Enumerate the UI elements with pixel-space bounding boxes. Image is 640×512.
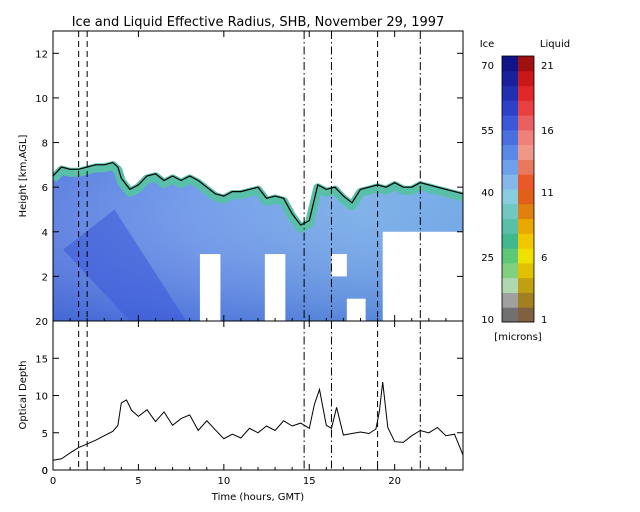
cloud-top-contour — [53, 161, 463, 226]
colorbar-liquid-swatch — [518, 248, 534, 264]
colorbar-liquid-swatch — [518, 218, 534, 234]
colorbar-ice-swatch — [502, 56, 518, 72]
colorbar-ice-label: 25 — [481, 253, 494, 264]
y-tick-label: 0 — [42, 466, 48, 477]
y-tick-label: 10 — [35, 392, 48, 403]
colorbar-frame — [501, 55, 535, 323]
optical-depth-axis-label: Optical Depth — [18, 361, 29, 430]
colorbar-ice-label: 70 — [481, 61, 494, 72]
colorbar-liquid-label: 6 — [541, 253, 547, 264]
plot-frame — [52, 320, 464, 471]
colorbar-ice-swatch — [502, 70, 518, 87]
colorbar-liquid-swatch — [518, 307, 534, 323]
y-tick-label: 8 — [42, 139, 48, 150]
colorbar-ice-swatch — [502, 144, 518, 160]
colorbar-ice-swatch — [502, 159, 518, 175]
colorbar-ice-swatch — [502, 277, 518, 293]
colorbar-ice-swatch — [502, 262, 518, 279]
colorbar-ice-swatch — [502, 189, 518, 205]
y-tick-label: 15 — [35, 354, 48, 365]
colorbar-ice-swatch — [502, 233, 518, 249]
colorbar-liquid-swatch — [518, 233, 534, 249]
x-tick-label: 10 — [217, 476, 230, 487]
x-tick-label: 15 — [303, 476, 316, 487]
time-axis-label: Time (hours, GMT) — [211, 492, 305, 503]
colorbar: Ice Liquid 70 55 40 25 10 21 16 11 6 1 [microns] — [480, 39, 570, 343]
colorbar-liquid-swatch — [518, 144, 534, 160]
missing-data-block — [199, 254, 221, 321]
colorbar-units: [microns] — [494, 332, 541, 343]
colorbar-liquid-swatch — [518, 203, 534, 220]
y-tick-label: 20 — [35, 317, 48, 328]
y-tick-label: 12 — [35, 49, 48, 60]
chart-title: Ice and Liquid Effective Radius, SHB, No… — [72, 15, 445, 30]
colorbar-ice-swatch — [502, 307, 518, 323]
colorbar-ice-label: 55 — [481, 126, 494, 137]
colorbar-ice-label: 40 — [481, 188, 494, 199]
optical-depth-panel — [53, 321, 463, 470]
colorbar-liquid-label: 16 — [541, 126, 554, 137]
x-tick-label: 20 — [388, 476, 401, 487]
radius-heatmap-panel — [53, 31, 463, 321]
height-axis-label: Height [km,AGL] — [18, 135, 29, 218]
colorbar-liquid-label: 1 — [541, 315, 547, 326]
colorbar-liquid-header: Liquid — [540, 39, 570, 50]
colorbar-liquid-swatch — [518, 56, 534, 72]
colorbar-ice-label: 10 — [481, 315, 494, 326]
y-tick-label: 0 — [42, 466, 48, 477]
y-tick-label: 6 — [42, 183, 48, 194]
colorbar-liquid-scale — [518, 56, 534, 323]
y-tick-label: 4 — [42, 228, 48, 239]
x-tick-label: 0 — [50, 476, 56, 487]
colorbar-liquid-swatch — [518, 100, 534, 116]
missing-data-block — [382, 231, 463, 321]
colorbar-ice-swatch — [502, 174, 518, 190]
cloud-top-edge-band — [53, 161, 463, 233]
colorbar-liquid-swatch — [518, 85, 534, 101]
colorbar-ice-swatch — [502, 85, 518, 101]
colorbar-liquid-label: 11 — [541, 188, 554, 199]
colorbar-liquid-swatch — [518, 292, 534, 308]
colorbar-liquid-swatch — [518, 159, 534, 175]
colorbar-liquid-label: 21 — [541, 61, 554, 72]
missing-data-block — [331, 254, 347, 277]
colorbar-liquid-swatch — [518, 189, 534, 205]
colorbar-ice-swatch — [502, 203, 518, 220]
colorbar-ice-swatch — [502, 248, 518, 264]
y-tick-label: 5 — [42, 429, 48, 440]
optical-depth-series — [53, 382, 463, 461]
missing-data-block — [346, 298, 366, 321]
colorbar-liquid-swatch — [518, 70, 534, 87]
colorbar-liquid-swatch — [518, 129, 534, 146]
colorbar-ice-swatch — [502, 100, 518, 116]
lower-liquid-wedge — [63, 209, 187, 321]
colorbar-ice-swatch — [502, 129, 518, 146]
colorbar-ice-swatch — [502, 292, 518, 308]
y-tick-label: 2 — [42, 272, 48, 283]
colorbar-ice-swatch — [502, 218, 518, 234]
colorbar-liquid-swatch — [518, 262, 534, 279]
colorbar-liquid-swatch — [518, 115, 534, 131]
colorbar-ice-header: Ice — [480, 39, 495, 50]
x-tick-label: 5 — [135, 476, 141, 487]
colorbar-liquid-swatch — [518, 174, 534, 190]
colorbar-ice-swatch — [502, 115, 518, 131]
missing-data-block — [264, 254, 286, 321]
y-tick-label: 10 — [35, 94, 48, 105]
colorbar-ice-scale — [502, 56, 518, 323]
colorbar-liquid-swatch — [518, 277, 534, 293]
